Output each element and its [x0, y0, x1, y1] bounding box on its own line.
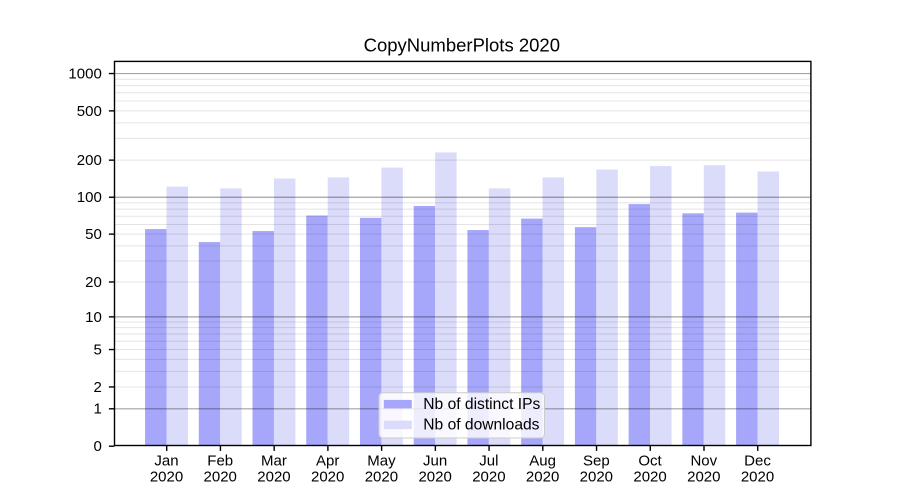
- svg-text:2020: 2020: [687, 468, 720, 485]
- svg-text:Jan: Jan: [154, 453, 178, 470]
- svg-text:Nb of downloads: Nb of downloads: [423, 417, 539, 434]
- svg-text:2020: 2020: [365, 468, 398, 485]
- svg-text:Nov: Nov: [690, 453, 717, 470]
- svg-text:2020: 2020: [257, 468, 290, 485]
- svg-text:2020: 2020: [204, 468, 237, 485]
- svg-text:500: 500: [77, 103, 102, 120]
- svg-text:1: 1: [93, 401, 101, 418]
- svg-text:0: 0: [93, 438, 101, 455]
- svg-text:2020: 2020: [472, 468, 505, 485]
- svg-text:100: 100: [77, 189, 102, 206]
- svg-text:Mar: Mar: [261, 453, 287, 470]
- svg-text:2020: 2020: [580, 468, 613, 485]
- svg-text:CopyNumberPlots 2020: CopyNumberPlots 2020: [364, 35, 560, 56]
- svg-text:2020: 2020: [741, 468, 774, 485]
- svg-text:Jul: Jul: [479, 453, 498, 470]
- svg-text:1000: 1000: [68, 65, 101, 82]
- svg-text:Oct: Oct: [638, 453, 662, 470]
- svg-text:50: 50: [85, 226, 102, 243]
- svg-text:2: 2: [93, 379, 101, 396]
- svg-text:Dec: Dec: [744, 453, 771, 470]
- svg-text:5: 5: [93, 341, 101, 358]
- svg-text:200: 200: [77, 152, 102, 169]
- svg-text:2020: 2020: [418, 468, 451, 485]
- svg-text:Jun: Jun: [423, 453, 447, 470]
- svg-text:May: May: [367, 453, 396, 470]
- svg-text:2020: 2020: [311, 468, 344, 485]
- svg-text:Aug: Aug: [529, 453, 556, 470]
- svg-text:Apr: Apr: [316, 453, 339, 470]
- svg-text:2020: 2020: [526, 468, 559, 485]
- svg-text:10: 10: [85, 309, 102, 326]
- svg-text:Nb of distinct IPs: Nb of distinct IPs: [423, 396, 540, 413]
- svg-text:Sep: Sep: [583, 453, 610, 470]
- svg-text:20: 20: [85, 274, 102, 291]
- svg-text:Feb: Feb: [207, 453, 233, 470]
- svg-text:2020: 2020: [150, 468, 183, 485]
- svg-text:2020: 2020: [633, 468, 666, 485]
